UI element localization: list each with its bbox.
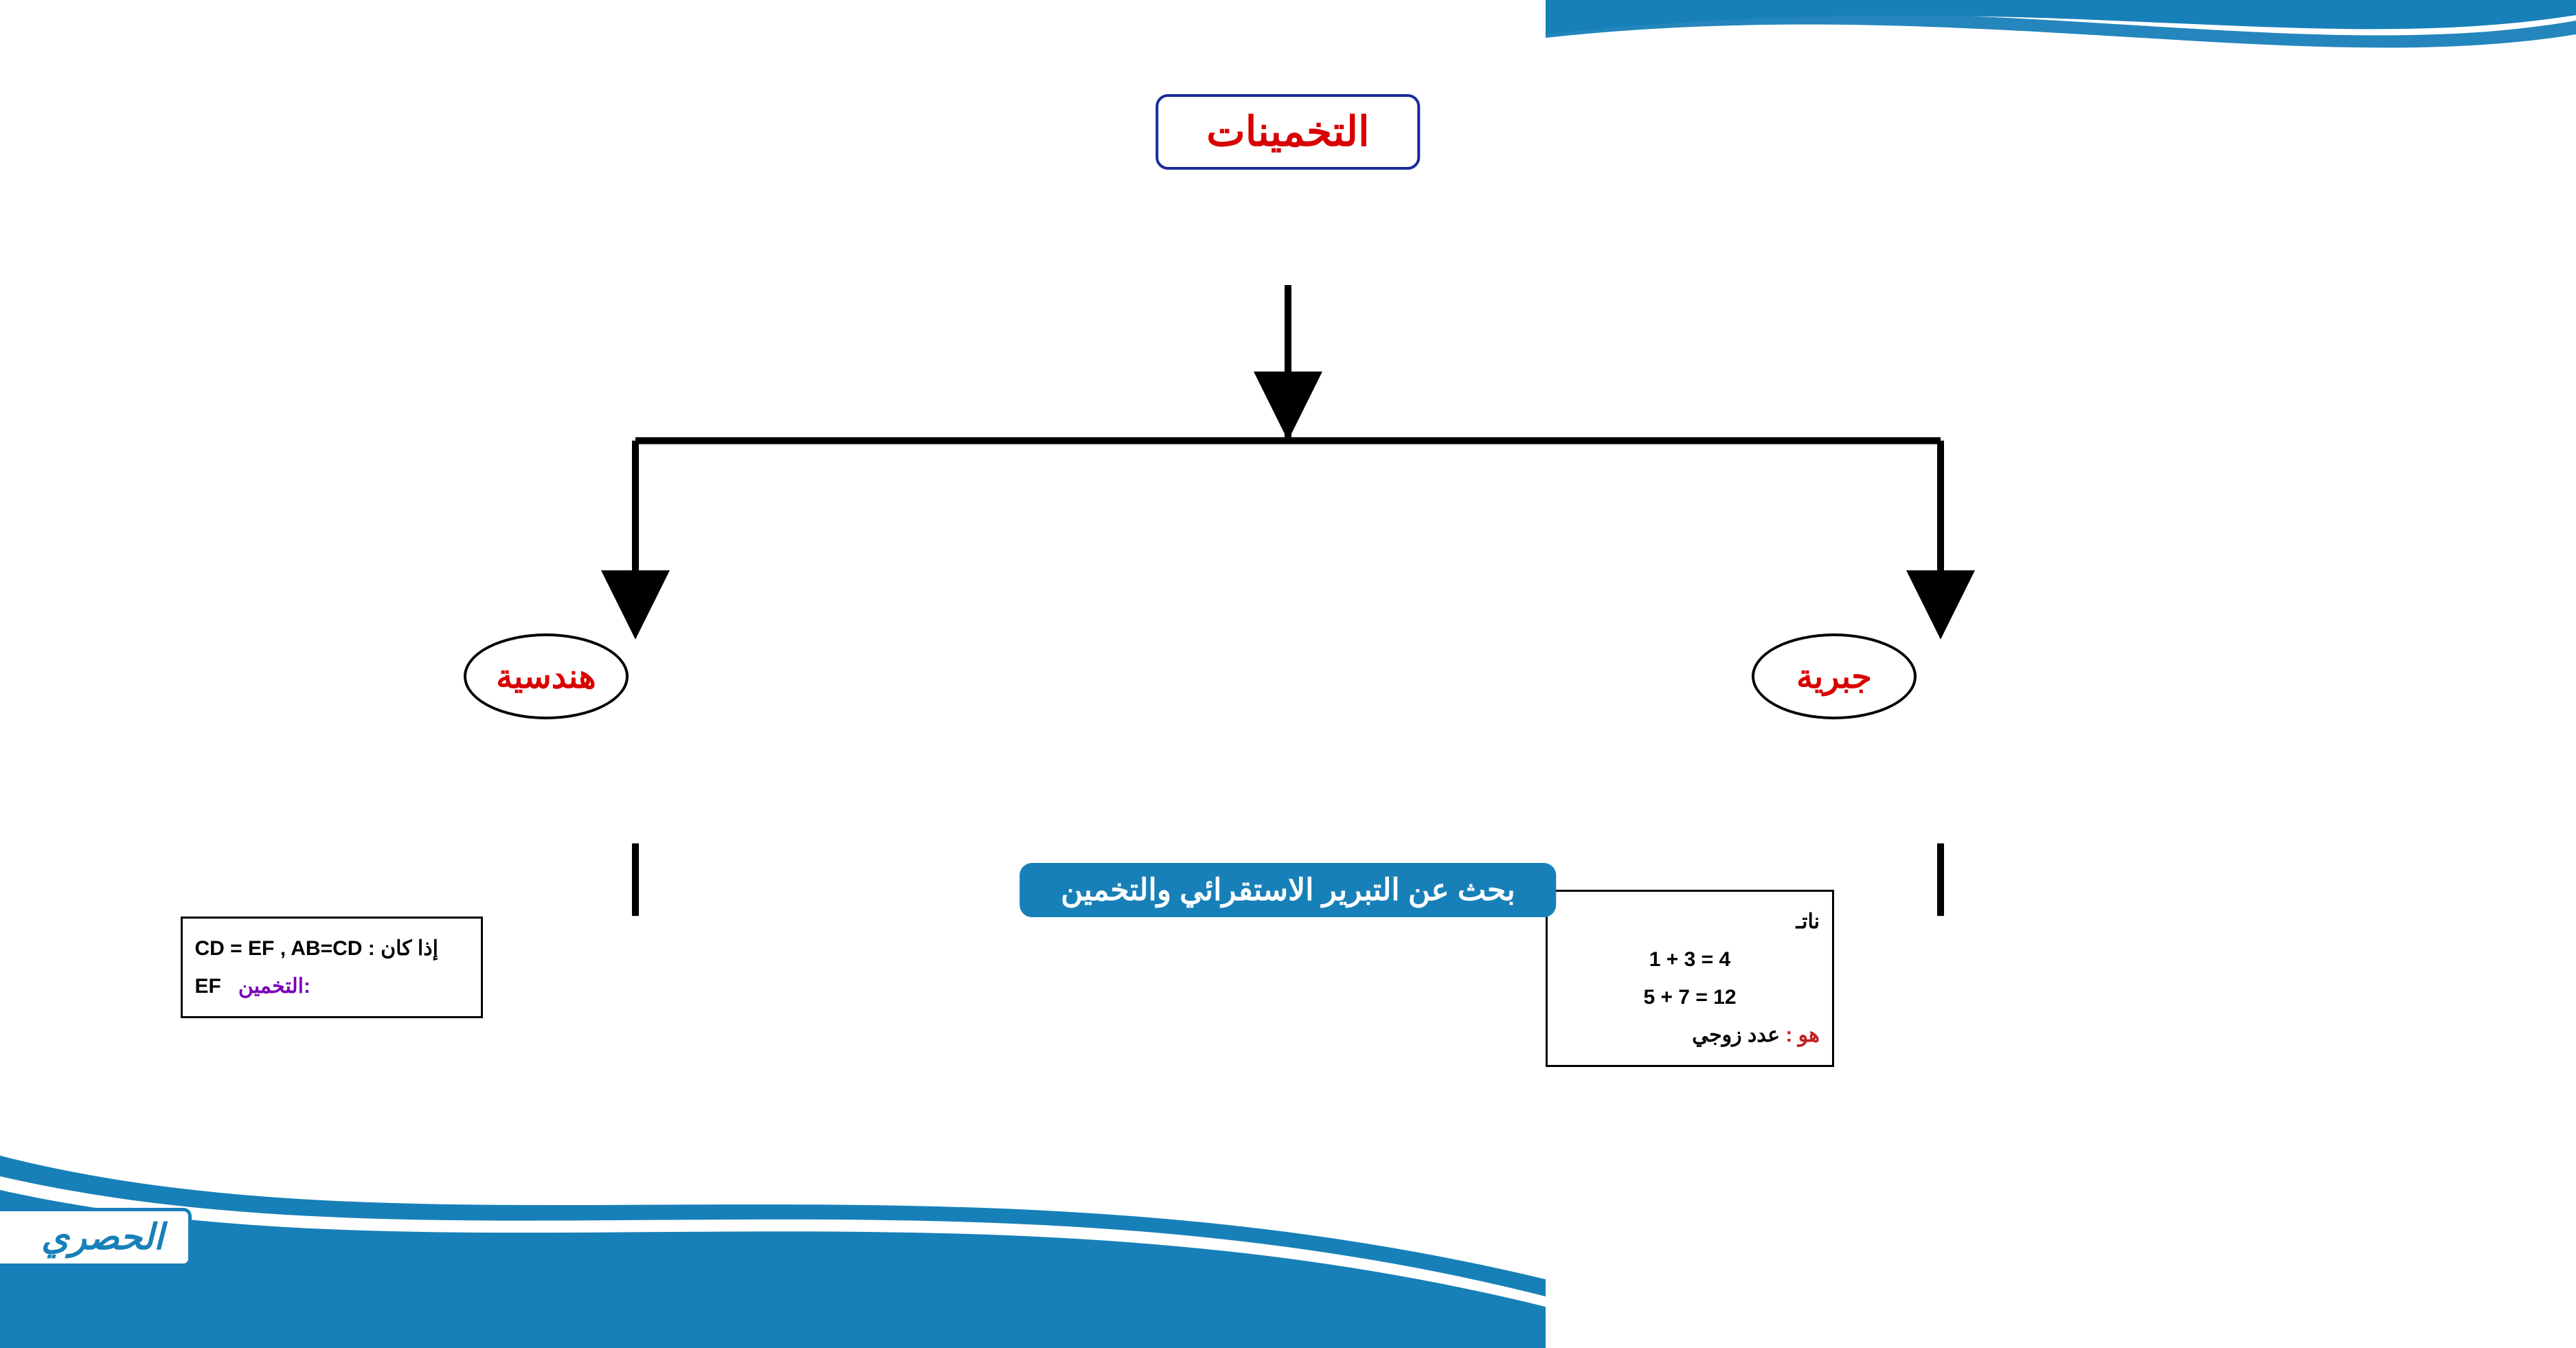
title-banner-text: بحث عن التبرير الاستقرائي والتخمين: [1061, 873, 1515, 907]
geometric-example-line2: EF التخمين:: [195, 969, 468, 1004]
root-node: التخمينات: [1155, 94, 1420, 170]
geometric-example-line1: CD = EF , AB=CD : إذا كان: [195, 931, 468, 966]
decorative-swoosh-bottom: [0, 1128, 1546, 1348]
algebraic-example-conclusion: هو : عدد زوجي: [1560, 1018, 1820, 1053]
example-box-algebraic: ناتـ 1 + 3 = 4 5 + 7 = 12 هو : عدد زوجي: [1546, 890, 1834, 1067]
example-box-geometric: CD = EF , AB=CD : إذا كان EF التخمين:: [181, 917, 483, 1018]
algebraic-example-heading: ناتـ: [1560, 904, 1820, 939]
watermark-logo: الحصري: [0, 1208, 192, 1267]
child-node-algebraic: جبرية: [1752, 633, 1917, 719]
child-node-geometric-label: هندسية: [496, 658, 596, 696]
watermark-logo-text: الحصري: [41, 1217, 163, 1257]
algebraic-example-eq2: 5 + 7 = 12: [1560, 980, 1820, 1015]
connector-arrows: [0, 0, 2576, 1348]
child-node-geometric: هندسية: [464, 633, 629, 719]
diagram-canvas: التخمينات هندسية جبرية CD = EF , AB=CD :…: [0, 0, 2576, 1348]
root-node-label: التخمينات: [1206, 109, 1369, 155]
child-node-algebraic-label: جبرية: [1796, 658, 1872, 696]
decorative-swoosh-top: [1546, 0, 2576, 96]
title-banner: بحث عن التبرير الاستقرائي والتخمين: [1019, 863, 1556, 917]
algebraic-example-eq1: 1 + 3 = 4: [1560, 942, 1820, 977]
